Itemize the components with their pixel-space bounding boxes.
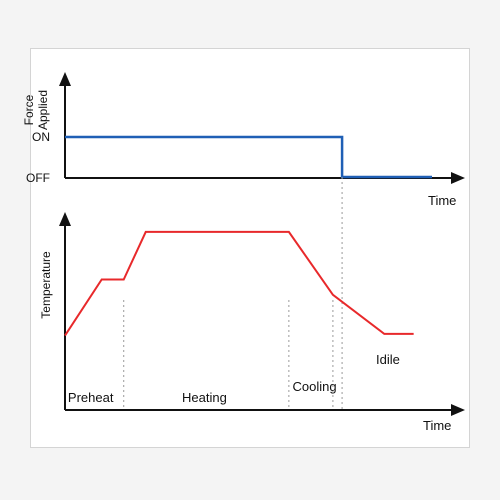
force-chart: Force Applied ON OFF Time	[22, 72, 465, 208]
force-y-label-line-2: Applied	[36, 90, 50, 130]
phase-boundary-guides	[123, 177, 343, 410]
force-x-axis-arrow	[451, 172, 465, 184]
phase-label: Preheat	[68, 390, 114, 405]
temperature-x-axis-arrow	[451, 404, 465, 416]
force-series-line	[65, 135, 432, 179]
force-tick-on: ON	[32, 130, 50, 144]
phase-label: Idile	[376, 352, 400, 367]
phase-labels: Preheat Heating Cooling Idile	[68, 352, 400, 405]
temperature-x-label: Time	[423, 418, 451, 433]
temperature-series-line	[64, 230, 414, 337]
chart-frame	[30, 48, 470, 448]
phase-label: Cooling	[293, 379, 337, 394]
temperature-y-label: Temperature	[39, 251, 53, 319]
force-tick-off: OFF	[26, 171, 50, 185]
force-x-label: Time	[428, 193, 456, 208]
temperature-y-axis-arrow	[59, 212, 71, 226]
force-y-label-line-1: Force	[22, 94, 36, 125]
temperature-chart: Temperature Time Preheat Heating Cooling Id…	[39, 177, 465, 433]
phase-label: Heating	[182, 390, 227, 405]
force-y-axis-arrow	[59, 72, 71, 86]
